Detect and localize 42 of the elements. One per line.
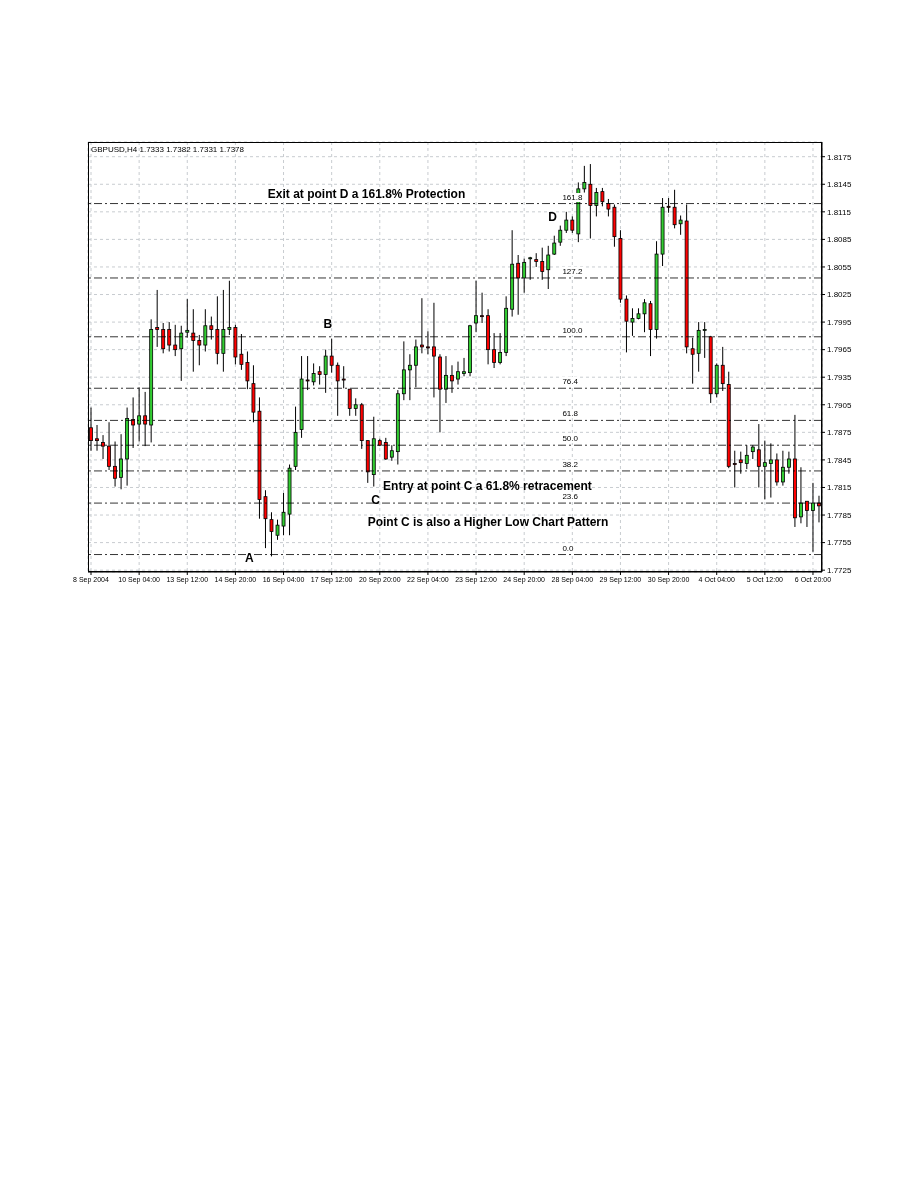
annotation: 38.2 bbox=[561, 459, 579, 469]
annotation: 61.8 bbox=[561, 409, 579, 419]
annotation: A bbox=[245, 551, 254, 566]
candlestick bbox=[341, 365, 346, 389]
annotation: Point C is also a Higher Low Chart Pattern bbox=[367, 515, 609, 530]
candlestick bbox=[480, 292, 484, 324]
candlestick bbox=[456, 361, 460, 386]
annotation: Entry at point C a 61.8% retracement bbox=[383, 479, 592, 493]
annotation: 0.0 bbox=[561, 543, 575, 553]
annotation: B bbox=[323, 316, 333, 331]
y-tick-label: 1.7815 bbox=[827, 483, 853, 493]
candlestick bbox=[329, 338, 334, 374]
chart-title: GBPUSD,H4 1.7333 1.7382 1.7331 1.7378 bbox=[91, 145, 244, 154]
y-tick-label: 1.7785 bbox=[827, 510, 853, 520]
annotation: 161.8 bbox=[561, 192, 584, 202]
annotation: 76.4 bbox=[561, 377, 579, 387]
candlestick bbox=[558, 225, 563, 247]
y-tick-label: 1.8025 bbox=[827, 290, 853, 300]
annotation: 23.6 bbox=[561, 492, 579, 502]
y-tick-label: 1.8175 bbox=[827, 152, 853, 162]
y-tick-label: 1.7725 bbox=[827, 566, 853, 575]
y-tick-label: 1.7965 bbox=[827, 345, 853, 355]
annotation: 50.0 bbox=[561, 434, 579, 444]
y-tick-label: 1.7995 bbox=[827, 317, 853, 327]
y-tick-label: 1.8115 bbox=[827, 207, 852, 217]
y-tick-label: 1.8145 bbox=[827, 180, 853, 190]
y-tick-label: 1.7755 bbox=[827, 538, 853, 548]
candlestick bbox=[474, 280, 478, 333]
candlestick bbox=[564, 211, 569, 234]
y-tick-label: 1.7935 bbox=[827, 373, 853, 383]
y-tick-label: 1.7845 bbox=[827, 455, 853, 465]
candlestick bbox=[462, 357, 466, 377]
annotation: C bbox=[371, 493, 380, 508]
y-tick-label: 1.8085 bbox=[827, 235, 853, 245]
annotation: 100.0 bbox=[561, 325, 584, 335]
annotation: Exit at point D a 161.8% Protection bbox=[267, 187, 466, 202]
annotation: 127.2 bbox=[561, 266, 584, 276]
candlestick bbox=[582, 165, 587, 194]
annotation: D bbox=[548, 209, 557, 224]
y-tick-label: 1.8055 bbox=[827, 262, 853, 272]
y-tick-label: 1.7905 bbox=[827, 400, 853, 410]
y-tick-label: 1.7875 bbox=[827, 428, 853, 438]
